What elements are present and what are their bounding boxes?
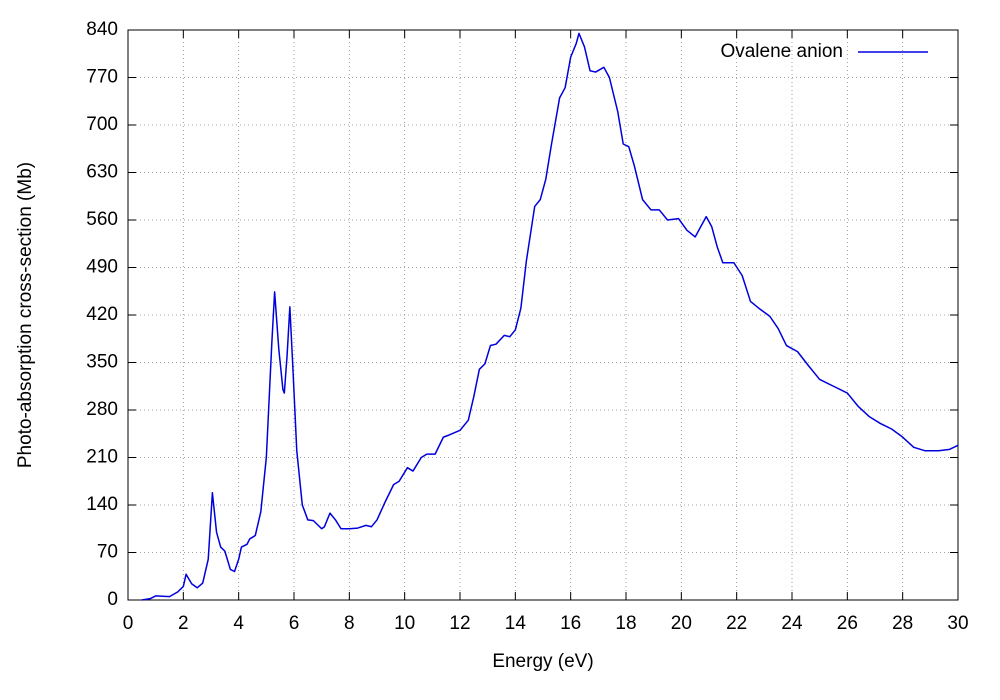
x-tick-label: 26 (837, 613, 858, 634)
y-tick-label: 840 (86, 19, 118, 40)
y-tick-label: 630 (86, 162, 118, 183)
x-axis-label: Energy (eV) (492, 651, 593, 672)
x-tick-label: 22 (726, 613, 747, 634)
x-tick-label: 12 (449, 613, 470, 634)
y-tick-label: 560 (86, 209, 118, 230)
y-tick-label: 0 (107, 589, 118, 610)
x-tick-label: 8 (344, 613, 355, 634)
y-tick-label: 210 (86, 447, 118, 468)
x-tick-label: 28 (892, 613, 913, 634)
y-tick-label: 420 (86, 304, 118, 325)
x-tick-label: 16 (560, 613, 581, 634)
y-tick-label: 280 (86, 399, 118, 420)
x-tick-label: 14 (505, 613, 527, 634)
x-tick-label: 18 (615, 613, 636, 634)
legend-label: Ovalene anion (720, 41, 843, 62)
x-tick-label: 0 (123, 613, 134, 634)
x-tick-label: 30 (947, 613, 968, 634)
y-axis-label: Photo-absorption cross-section (Mb) (15, 162, 36, 468)
y-tick-label: 490 (86, 257, 118, 278)
y-tick-label: 770 (86, 67, 118, 88)
x-tick-label: 10 (394, 613, 415, 634)
y-tick-label: 350 (86, 352, 118, 373)
data-line (141, 32, 959, 601)
y-tick-label: 70 (97, 542, 118, 563)
x-tick-label: 4 (233, 613, 244, 634)
x-tick-label: 24 (781, 613, 803, 634)
y-tick-label: 700 (86, 114, 118, 135)
x-tick-label: 6 (289, 613, 300, 634)
x-tick-label: 20 (671, 613, 692, 634)
x-tick-label: 2 (178, 613, 189, 634)
y-tick-label: 140 (86, 494, 118, 515)
plot-frame (127, 29, 959, 601)
